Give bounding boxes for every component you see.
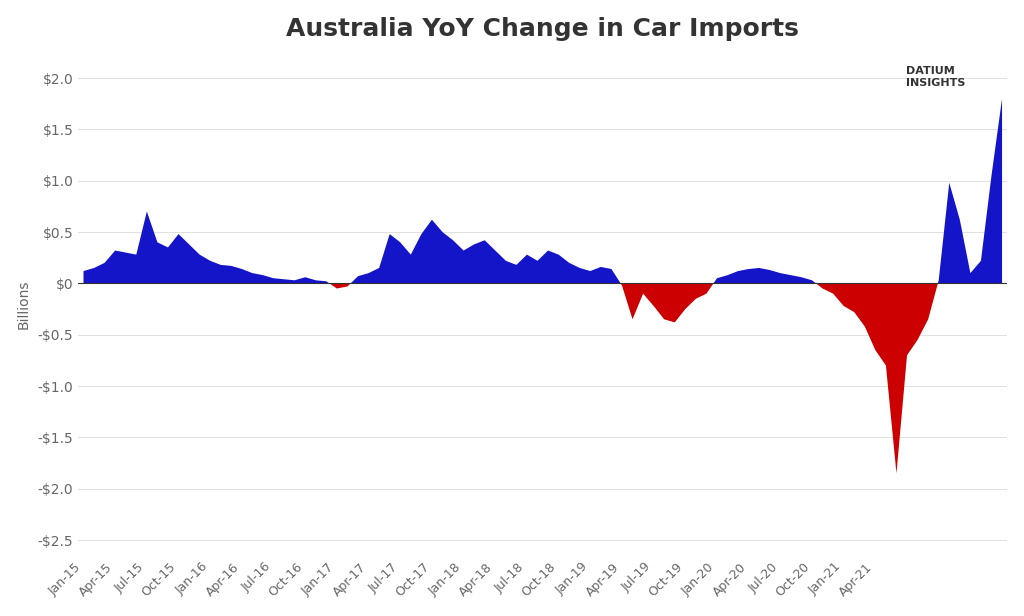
Text: DATIUM
INSIGHTS: DATIUM INSIGHTS: [906, 66, 966, 88]
Y-axis label: Billions: Billions: [16, 279, 31, 329]
Title: Australia YoY Change in Car Imports: Australia YoY Change in Car Imports: [287, 17, 799, 41]
